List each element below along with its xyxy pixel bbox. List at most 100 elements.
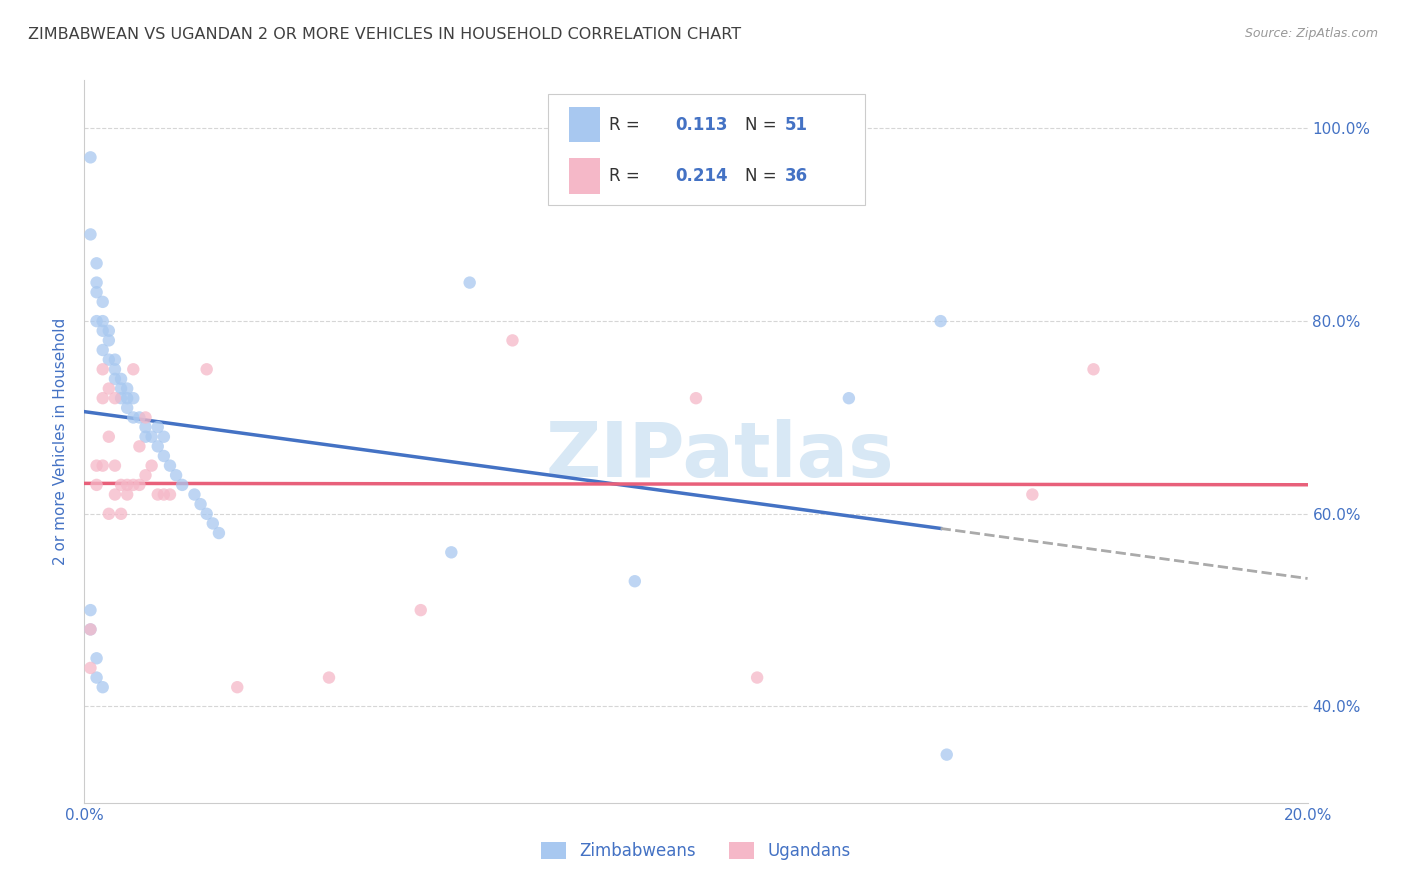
Point	[153, 487, 176, 501]
Point	[128, 439, 150, 453]
Point	[141, 458, 163, 473]
Point	[159, 487, 181, 501]
Point	[409, 603, 432, 617]
Point	[935, 747, 957, 762]
Text: R =: R =	[609, 167, 640, 185]
Text: 0.214: 0.214	[675, 167, 727, 185]
Point	[97, 507, 120, 521]
Point	[104, 372, 127, 386]
Point	[502, 334, 524, 348]
Point	[1083, 362, 1105, 376]
Text: N =: N =	[745, 167, 776, 185]
Point	[122, 362, 145, 376]
Point	[79, 623, 101, 637]
Point	[115, 487, 138, 501]
Point	[97, 430, 120, 444]
Point	[86, 276, 108, 290]
Point	[86, 478, 108, 492]
Text: Source: ZipAtlas.com: Source: ZipAtlas.com	[1244, 27, 1378, 40]
Point	[79, 603, 101, 617]
Y-axis label: 2 or more Vehicles in Household: 2 or more Vehicles in Household	[53, 318, 69, 566]
Point	[685, 391, 707, 405]
Text: ZIMBABWEAN VS UGANDAN 2 OR MORE VEHICLES IN HOUSEHOLD CORRELATION CHART: ZIMBABWEAN VS UGANDAN 2 OR MORE VEHICLES…	[28, 27, 741, 42]
Point	[110, 372, 132, 386]
Point	[86, 314, 108, 328]
Text: ZIPatlas: ZIPatlas	[546, 419, 894, 493]
Point	[1021, 487, 1043, 501]
Point	[208, 526, 231, 541]
Point	[91, 458, 114, 473]
Point	[122, 410, 145, 425]
Point	[91, 294, 114, 309]
Point	[747, 671, 769, 685]
Point	[91, 391, 114, 405]
Text: R =: R =	[609, 116, 640, 134]
Point	[104, 391, 127, 405]
Point	[104, 487, 127, 501]
Point	[115, 401, 138, 415]
Point	[190, 497, 212, 511]
Point	[79, 661, 101, 675]
Point	[104, 458, 127, 473]
Point	[201, 516, 224, 531]
Point	[97, 324, 120, 338]
Point	[97, 352, 120, 367]
Point	[135, 468, 157, 483]
Point	[135, 410, 157, 425]
Point	[86, 285, 108, 300]
Point	[624, 574, 647, 589]
Point	[115, 478, 138, 492]
Point	[141, 430, 163, 444]
Point	[104, 352, 127, 367]
Point	[122, 478, 145, 492]
Point	[838, 391, 860, 405]
Point	[110, 507, 132, 521]
Point	[91, 314, 114, 328]
Point	[440, 545, 463, 559]
Point	[91, 680, 114, 694]
Point	[79, 623, 101, 637]
Point	[79, 227, 101, 242]
Point	[458, 276, 481, 290]
Point	[79, 150, 101, 164]
Point	[97, 382, 120, 396]
Point	[153, 449, 176, 463]
Point	[153, 430, 176, 444]
Point	[104, 362, 127, 376]
Point	[165, 468, 187, 483]
Point	[929, 314, 952, 328]
Point	[110, 391, 132, 405]
Point	[91, 362, 114, 376]
Text: 36: 36	[785, 167, 807, 185]
Point	[86, 256, 108, 270]
Point	[195, 507, 218, 521]
Point	[146, 487, 169, 501]
Point	[97, 334, 120, 348]
Point	[146, 439, 169, 453]
Point	[183, 487, 205, 501]
Point	[135, 420, 157, 434]
Point	[128, 410, 150, 425]
Point	[115, 391, 138, 405]
Point	[318, 671, 340, 685]
Point	[146, 420, 169, 434]
Point	[86, 458, 108, 473]
Point	[195, 362, 218, 376]
Legend: Zimbabweans, Ugandans: Zimbabweans, Ugandans	[534, 835, 858, 867]
Point	[110, 382, 132, 396]
Point	[110, 478, 132, 492]
Text: 51: 51	[785, 116, 807, 134]
Point	[115, 382, 138, 396]
Point	[91, 324, 114, 338]
Point	[135, 430, 157, 444]
Point	[159, 458, 181, 473]
Point	[91, 343, 114, 357]
Point	[86, 671, 108, 685]
Point	[226, 680, 249, 694]
Point	[172, 478, 194, 492]
Point	[86, 651, 108, 665]
Text: 0.113: 0.113	[675, 116, 727, 134]
Text: N =: N =	[745, 116, 776, 134]
Point	[128, 478, 150, 492]
Point	[122, 391, 145, 405]
